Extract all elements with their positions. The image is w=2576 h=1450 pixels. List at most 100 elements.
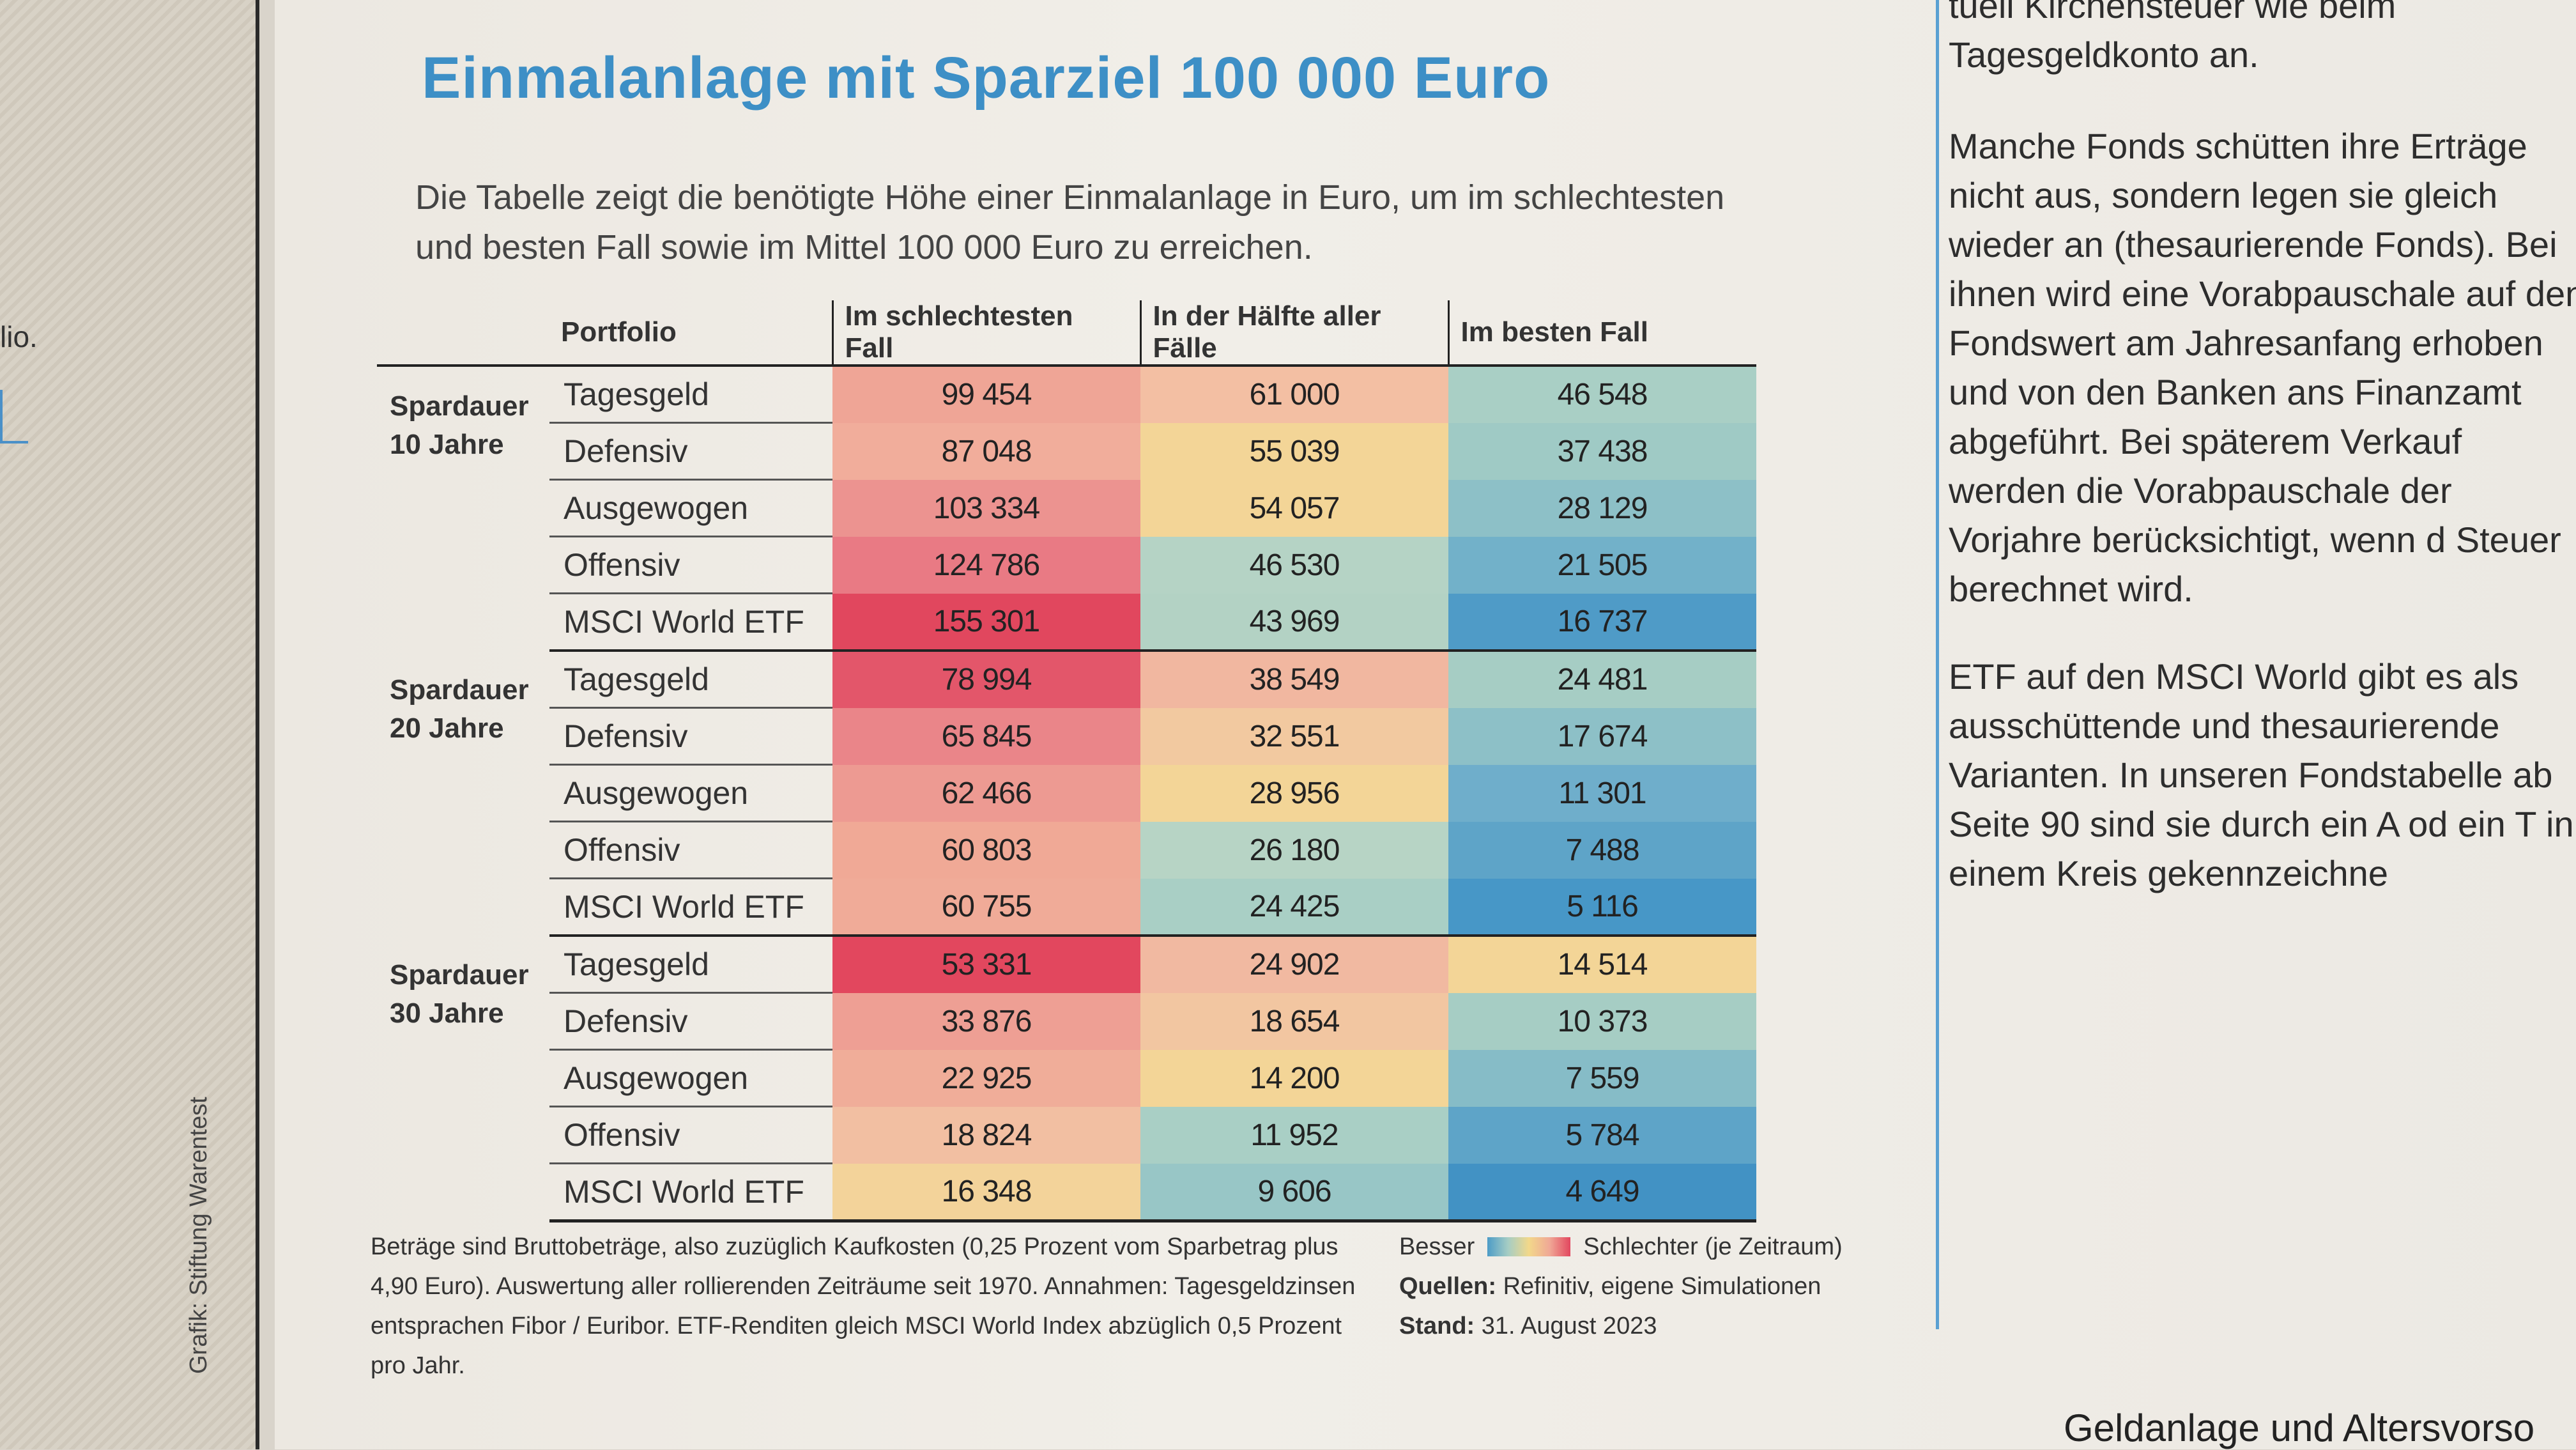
portfolio-cell: Ausgewogen — [549, 764, 832, 822]
portfolio-cell: MSCI World ETF — [549, 878, 832, 937]
left-page-edge: lio. Grafik: Stiftung Warentest — [0, 0, 259, 1449]
investment-table: Portfolio Im schlechtesten Fall In der H… — [377, 300, 1756, 1222]
portfolio-cell: Defensiv — [549, 992, 832, 1051]
header-group-spacer — [377, 300, 549, 367]
median-case-cell: 28 956 — [1140, 764, 1448, 822]
portfolio-cell: Ausgewogen — [549, 479, 832, 537]
table-row: Spardauer 20 Jahre Tagesgeld 78 994 38 549 24… — [377, 651, 1756, 744]
header-worst-case: Im schlechtesten Fall — [831, 300, 1140, 367]
median-case-cell: 61 000 — [1140, 366, 1448, 423]
column-divider — [1936, 0, 1939, 1329]
right-paragraph-2: ETF auf den MSCI World gibt es als aussc… — [1949, 656, 2574, 893]
best-case-cell: 46 548 — [1448, 366, 1756, 423]
table-body: Spardauer 10 Jahre Tagesgeld 99 454 61 000 46… — [377, 366, 1756, 1222]
portfolio-cell: Tagesgeld — [549, 366, 832, 424]
median-case-cell: 18 654 — [1140, 992, 1448, 1050]
portfolio-cell: Ausgewogen — [549, 1049, 832, 1107]
table-row: Defensiv 87 048 55 039 37 438 — [377, 422, 1756, 481]
header-portfolio: Portfolio — [549, 300, 832, 367]
footnote: Beträge sind Bruttobeträge, also zuzügli… — [371, 1233, 1356, 1379]
worst-case-cell: 155 301 — [832, 593, 1140, 652]
portfolio-cell: MSCI World ETF — [549, 593, 832, 652]
table-row: Defensiv 65 845 32 551 17 674 — [377, 707, 1756, 766]
best-case-cell: 7 488 — [1448, 821, 1756, 879]
table-row: MSCI World ETF 155 301 43 969 16 737 — [377, 593, 1756, 652]
worst-case-cell: 65 845 — [832, 707, 1140, 765]
worst-case-cell: 103 334 — [832, 479, 1140, 537]
portfolio-cell: Tagesgeld — [549, 651, 832, 709]
group-label-line1: Spardauer — [390, 959, 529, 991]
right-column-text: Manche Fonds schütten ihre Erträge nicht… — [1949, 121, 2576, 936]
best-case-cell: 5 784 — [1448, 1106, 1756, 1164]
median-case-cell: 14 200 — [1140, 1049, 1448, 1107]
median-case-cell: 9 606 — [1140, 1163, 1448, 1222]
table-row: Offensiv 124 786 46 530 21 505 — [377, 536, 1756, 594]
page-title: Einmalanlage mit Sparziel 100 000 Euro — [422, 45, 1551, 111]
group-label-line1: Spardauer — [390, 390, 529, 422]
table-row: MSCI World ETF 16 348 9 606 4 649 — [377, 1163, 1756, 1222]
best-case-cell: 7 559 — [1448, 1049, 1756, 1107]
portfolio-cell: Offensiv — [549, 1106, 832, 1164]
worst-case-cell: 87 048 — [832, 422, 1140, 480]
worst-case-cell: 22 925 — [832, 1049, 1140, 1107]
date-value: 31. August 2023 — [1481, 1313, 1657, 1339]
median-case-cell: 26 180 — [1140, 821, 1448, 879]
portfolio-cell: Offensiv — [549, 536, 832, 594]
legend: Besser Schlechter (je Zeitraum) Quellen:… — [1399, 1227, 1843, 1346]
group-label-line1: Spardauer — [390, 674, 529, 706]
median-case-cell: 24 902 — [1140, 936, 1448, 993]
best-case-cell: 24 481 — [1448, 651, 1756, 708]
worst-case-cell: 62 466 — [832, 764, 1140, 822]
group-label-line2: 20 Jahre — [390, 713, 504, 744]
legend-sources: Quellen: Refinitiv, eigene Simulationen — [1399, 1267, 1843, 1306]
graphic-credit: Grafik: Stiftung Warentest — [185, 1097, 212, 1374]
portfolio-cell: Defensiv — [549, 422, 832, 481]
table-description: Die Tabelle zeigt die benötigte Höhe ein… — [415, 178, 1725, 266]
table-row: Spardauer 10 Jahre Tagesgeld 99 454 61 000 46… — [377, 366, 1756, 460]
best-case-cell: 11 301 — [1448, 764, 1756, 822]
worst-case-cell: 78 994 — [832, 651, 1140, 708]
date-label: Stand: — [1399, 1313, 1475, 1339]
table-header-row: Portfolio Im schlechtesten Fall In der H… — [377, 300, 1756, 367]
legend-date: Stand: 31. August 2023 — [1399, 1306, 1843, 1346]
portfolio-cell: Offensiv — [549, 821, 832, 879]
table-row: Ausgewogen 103 334 54 057 28 129 — [377, 479, 1756, 537]
median-case-cell: 38 549 — [1140, 651, 1448, 708]
best-case-cell: 17 674 — [1448, 707, 1756, 765]
worst-case-cell: 99 454 — [832, 366, 1140, 423]
table-row: MSCI World ETF 60 755 24 425 5 116 — [377, 878, 1756, 937]
worst-case-cell: 16 348 — [832, 1163, 1140, 1222]
group-label-line2: 30 Jahre — [390, 998, 504, 1029]
right-paragraph-0: tuell Kirchensteuer wie beim Tagesgeldko… — [1949, 0, 2396, 75]
header-best-case: Im besten Fall — [1447, 300, 1756, 367]
portfolio-cell: MSCI World ETF — [549, 1163, 832, 1222]
median-case-cell: 11 952 — [1140, 1106, 1448, 1164]
table-row: Ausgewogen 22 925 14 200 7 559 — [377, 1049, 1756, 1107]
worst-case-cell: 60 755 — [832, 878, 1140, 937]
worst-case-cell: 53 331 — [832, 936, 1140, 993]
table-row: Offensiv 18 824 11 952 5 784 — [377, 1106, 1756, 1164]
median-case-cell: 54 057 — [1140, 479, 1448, 537]
median-case-cell: 46 530 — [1140, 536, 1448, 594]
median-case-cell: 24 425 — [1140, 878, 1448, 937]
best-case-cell: 4 649 — [1448, 1163, 1756, 1222]
group-label-line2: 10 Jahre — [390, 429, 504, 460]
worst-case-cell: 33 876 — [832, 992, 1140, 1050]
worst-case-cell: 60 803 — [832, 821, 1140, 879]
legend-better: Besser — [1399, 1233, 1475, 1260]
left-page-fragment: lio. — [0, 320, 38, 353]
legend-color-bar — [1487, 1237, 1571, 1256]
sources-label: Quellen: — [1399, 1273, 1497, 1300]
group-label: Spardauer 10 Jahre — [377, 366, 549, 651]
magazine-page: Einmalanlage mit Sparziel 100 000 Euro D… — [275, 0, 2576, 1449]
best-case-cell: 10 373 — [1448, 992, 1756, 1050]
group-label: Spardauer 20 Jahre — [377, 651, 549, 936]
portfolio-cell: Tagesgeld — [549, 936, 832, 994]
best-case-cell: 28 129 — [1448, 479, 1756, 537]
table-row: Ausgewogen 62 466 28 956 11 301 — [377, 764, 1756, 822]
worst-case-cell: 18 824 — [832, 1106, 1140, 1164]
best-case-cell: 14 514 — [1448, 936, 1756, 993]
page-footer-section: Geldanlage und Altersvorso — [2064, 1407, 2535, 1449]
left-page-chart-fragment — [0, 390, 28, 443]
right-column-text-top: tuell Kirchensteuer wie beim Tagesgeldko… — [1949, 0, 2576, 118]
